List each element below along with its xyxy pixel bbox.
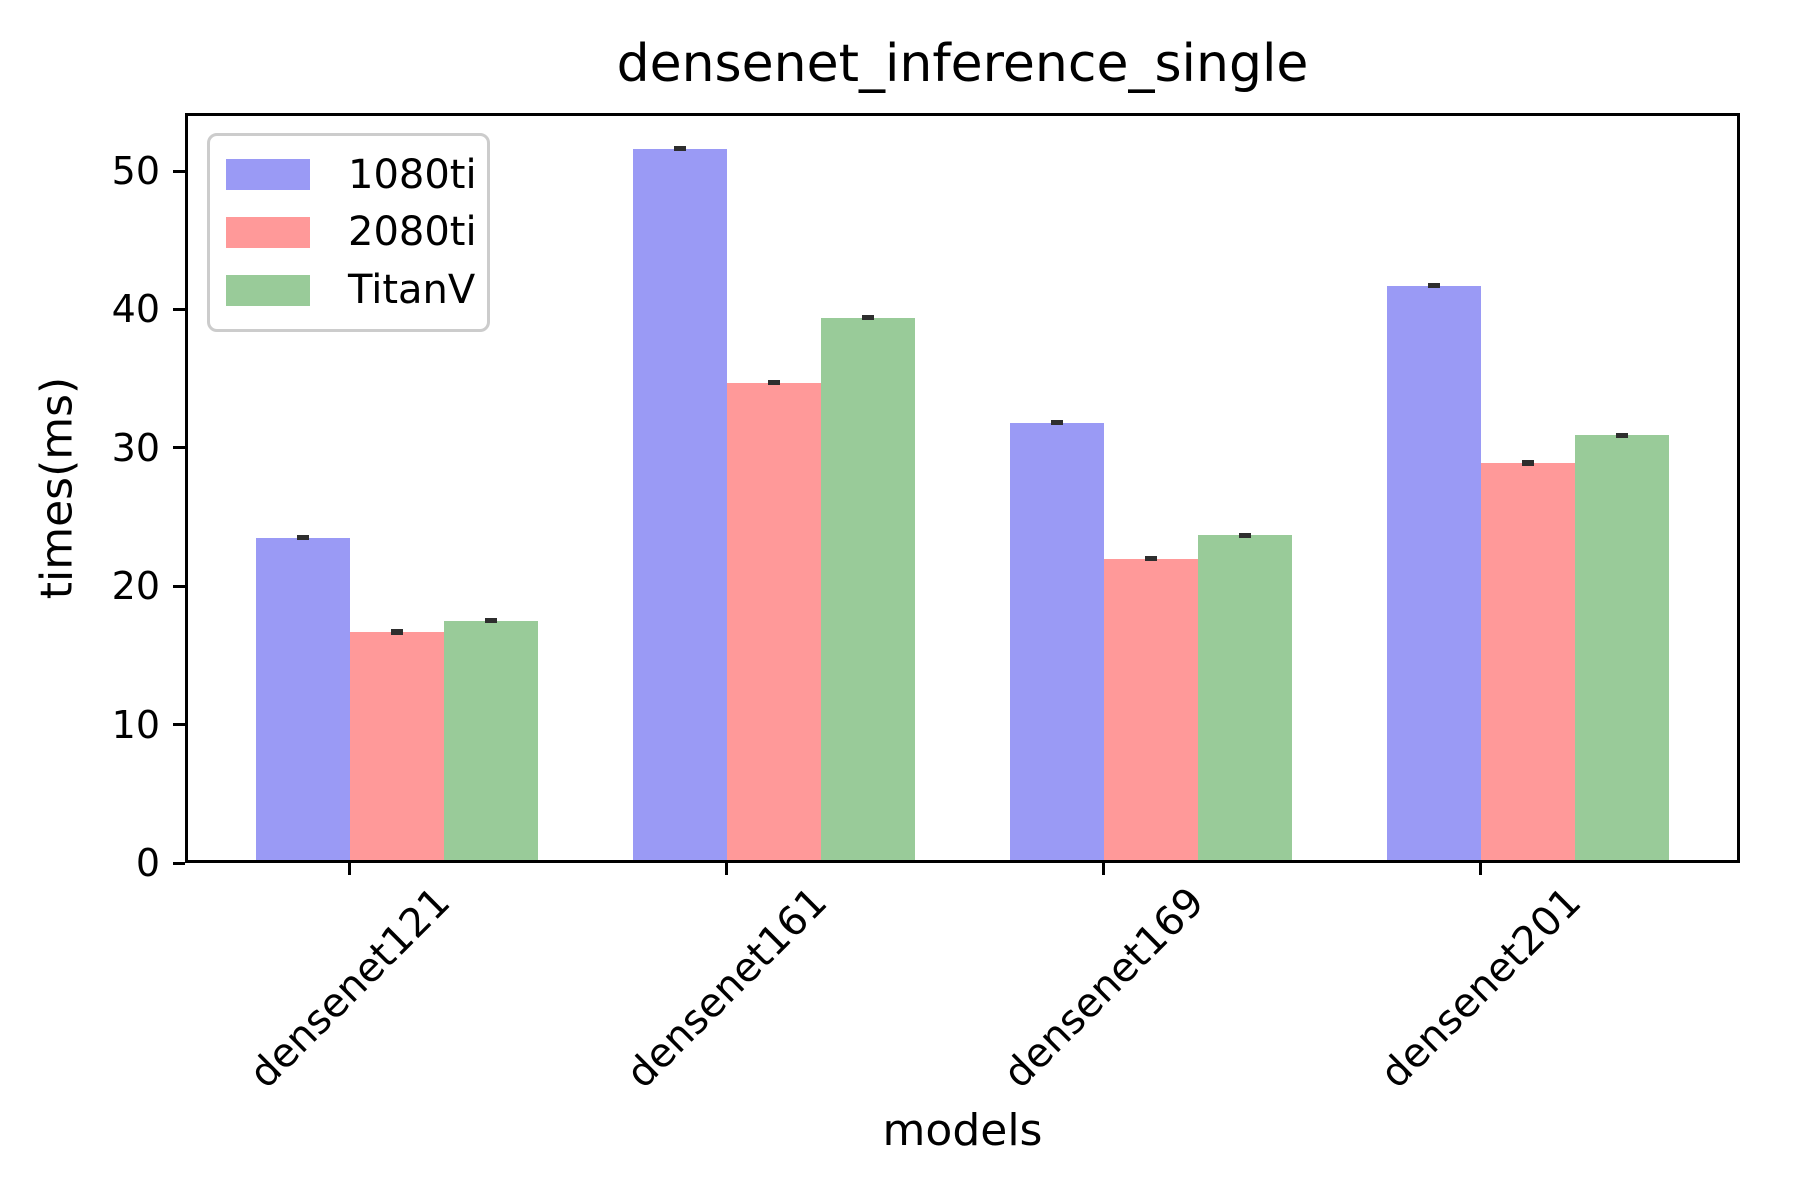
y-tick-mark xyxy=(173,307,185,311)
bar-densenet121-2080ti xyxy=(349,631,445,861)
error-bar-densenet161-2080ti xyxy=(768,380,780,386)
y-tick-label: 20 xyxy=(111,564,160,609)
x-tick-label: densenet161 xyxy=(617,878,837,1098)
bar-densenet121-1080ti xyxy=(255,537,350,861)
y-tick-label: 10 xyxy=(111,702,160,747)
x-tick-label: densenet121 xyxy=(240,878,460,1098)
chart-title: densenet_inference_single xyxy=(616,34,1309,94)
x-tick-mark xyxy=(348,860,352,875)
bar-densenet121-TitanV xyxy=(444,620,539,861)
legend-swatch-1080ti xyxy=(226,159,310,191)
bar-densenet161-TitanV xyxy=(821,317,916,861)
bar-densenet201-2080ti xyxy=(1480,463,1576,861)
y-tick-mark xyxy=(173,861,185,865)
error-bar-densenet169-1080ti xyxy=(1050,420,1063,426)
y-tick-mark xyxy=(173,446,185,450)
legend-item-1080ti: 1080ti xyxy=(226,155,487,195)
error-bar-densenet161-TitanV xyxy=(862,315,875,321)
y-tick-label: 40 xyxy=(111,287,160,332)
error-bar-densenet121-1080ti xyxy=(296,535,309,541)
y-tick-label: 50 xyxy=(111,149,160,194)
legend: 1080ti 2080ti TitanV xyxy=(207,133,490,332)
legend-swatch-titanv xyxy=(226,274,310,306)
error-bar-densenet169-TitanV xyxy=(1239,532,1252,538)
x-tick-mark xyxy=(1479,860,1483,875)
bar-densenet169-1080ti xyxy=(1009,422,1104,861)
bar-densenet201-1080ti xyxy=(1386,285,1481,861)
bar-densenet201-TitanV xyxy=(1575,435,1670,861)
bar-densenet161-1080ti xyxy=(632,148,727,861)
bar-densenet161-2080ti xyxy=(726,382,822,861)
bar-densenet169-TitanV xyxy=(1198,535,1293,861)
x-tick-label: densenet169 xyxy=(994,878,1214,1098)
legend-label-1080ti: 1080ti xyxy=(348,151,477,198)
error-bar-densenet201-2080ti xyxy=(1521,460,1534,466)
error-bar-densenet201-1080ti xyxy=(1427,283,1440,289)
y-tick-mark xyxy=(173,169,185,173)
y-tick-mark xyxy=(173,723,185,727)
error-bar-densenet121-TitanV xyxy=(485,618,498,624)
y-tick-mark xyxy=(173,584,185,588)
legend-label-2080ti: 2080ti xyxy=(348,209,477,256)
legend-label-titanv: TitanV xyxy=(348,267,476,314)
legend-item-2080ti: 2080ti xyxy=(226,212,487,252)
x-tick-mark xyxy=(1102,860,1106,875)
error-bar-densenet201-TitanV xyxy=(1616,432,1629,439)
legend-item-titanv: TitanV xyxy=(226,270,487,310)
x-tick-label: densenet201 xyxy=(1371,878,1591,1098)
error-bar-densenet121-2080ti xyxy=(391,629,404,635)
y-tick-label: 30 xyxy=(111,425,160,470)
y-tick-label: 0 xyxy=(135,841,160,885)
legend-swatch-2080ti xyxy=(226,216,310,248)
x-axis-label: models xyxy=(882,1105,1043,1156)
x-tick-mark xyxy=(725,860,729,875)
error-bar-densenet161-1080ti xyxy=(673,146,686,152)
error-bar-densenet169-2080ti xyxy=(1144,556,1157,562)
bar-densenet169-2080ti xyxy=(1103,558,1199,861)
